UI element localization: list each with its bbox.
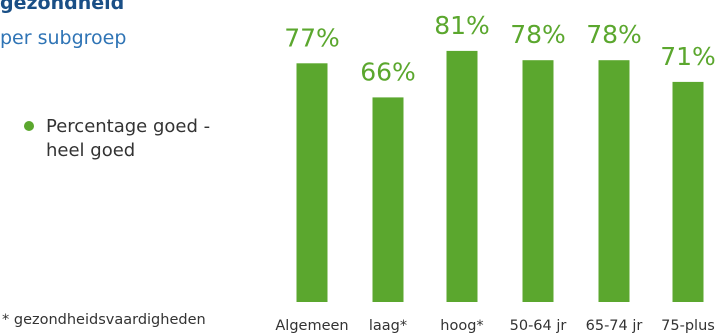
bar-65-74-jr	[598, 60, 630, 303]
legend-label: Percentage goed - heel goed	[46, 116, 211, 161]
value-label: 81%	[434, 11, 490, 40]
value-label: 66%	[360, 57, 416, 86]
chart-title: gezondheid	[0, 0, 125, 14]
category-label: Algemeen	[275, 318, 348, 334]
bar-hoog-	[446, 50, 478, 303]
value-label: 71%	[660, 42, 716, 71]
legend: Percentage goed - heel goed	[24, 115, 231, 163]
value-label: 78%	[510, 20, 566, 49]
chart-subtitle: per subgroep	[0, 27, 127, 49]
bar-50-64-jr	[522, 60, 554, 303]
value-label: 78%	[586, 20, 642, 49]
category-label: 50-64 jr	[510, 318, 567, 334]
category-label: 65-74 jr	[586, 318, 643, 334]
bar-75-plus	[672, 81, 704, 303]
category-label: laag*	[369, 318, 407, 334]
bar-laag-	[372, 97, 404, 303]
legend-marker	[24, 121, 34, 131]
footnote: * gezondheidsvaardigheden	[2, 312, 206, 328]
bar-algemeen	[296, 63, 328, 302]
category-label: 75-plus	[661, 318, 715, 334]
value-label: 77%	[284, 23, 340, 52]
category-label: hoog*	[440, 318, 483, 334]
